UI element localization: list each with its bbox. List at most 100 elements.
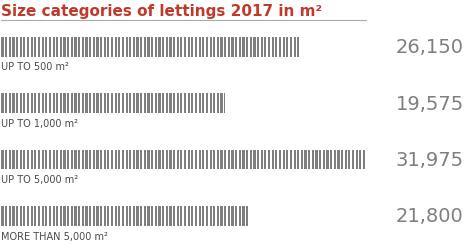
Bar <box>220 38 223 57</box>
Bar <box>246 150 248 170</box>
Bar <box>356 150 358 170</box>
Bar <box>264 38 266 57</box>
Bar <box>224 94 225 114</box>
Bar <box>162 150 164 170</box>
Bar <box>232 206 233 226</box>
Bar <box>27 206 29 226</box>
Bar <box>86 150 87 170</box>
Bar <box>111 38 113 57</box>
Bar <box>126 38 128 57</box>
Bar <box>173 38 175 57</box>
Bar <box>169 94 172 114</box>
Bar <box>261 150 263 170</box>
Bar <box>34 150 36 170</box>
Bar <box>268 150 270 170</box>
Bar <box>93 38 95 57</box>
Bar <box>155 150 157 170</box>
Bar <box>224 38 226 57</box>
Bar <box>345 150 347 170</box>
Bar <box>27 150 29 170</box>
Bar <box>217 150 219 170</box>
Bar <box>96 38 99 57</box>
Bar <box>133 150 135 170</box>
Bar <box>180 38 182 57</box>
Bar <box>199 94 201 114</box>
Text: UP TO 500 m²: UP TO 500 m² <box>1 62 69 72</box>
Bar <box>93 94 95 114</box>
Bar <box>45 38 47 57</box>
Bar <box>5 206 7 226</box>
Bar <box>114 150 117 170</box>
Bar <box>67 150 69 170</box>
Bar <box>56 38 58 57</box>
Bar <box>235 38 237 57</box>
Bar <box>133 38 135 57</box>
Bar <box>118 38 120 57</box>
Bar <box>232 38 233 57</box>
Text: 31,975: 31,975 <box>396 150 464 169</box>
Bar <box>213 150 215 170</box>
Bar <box>41 94 44 114</box>
Bar <box>111 150 113 170</box>
Bar <box>71 206 73 226</box>
Bar <box>308 150 310 170</box>
Bar <box>34 38 36 57</box>
Text: 19,575: 19,575 <box>396 94 464 113</box>
Bar <box>272 150 274 170</box>
Bar <box>242 206 245 226</box>
Bar <box>23 38 26 57</box>
Bar <box>337 150 339 170</box>
Bar <box>122 94 124 114</box>
Bar <box>166 94 168 114</box>
Bar <box>250 38 252 57</box>
Bar <box>27 38 29 57</box>
Bar <box>38 38 40 57</box>
Bar <box>363 150 365 170</box>
Bar <box>53 150 55 170</box>
Bar <box>242 150 245 170</box>
Bar <box>144 94 146 114</box>
Bar <box>114 94 117 114</box>
Bar <box>217 94 219 114</box>
Bar <box>195 150 197 170</box>
Bar <box>184 38 186 57</box>
Bar <box>140 206 142 226</box>
Bar <box>140 94 142 114</box>
Bar <box>5 38 7 57</box>
Bar <box>166 38 168 57</box>
Bar <box>133 94 135 114</box>
Bar <box>41 150 44 170</box>
Bar <box>348 150 351 170</box>
Bar <box>100 94 102 114</box>
Bar <box>210 206 212 226</box>
Bar <box>60 150 62 170</box>
Bar <box>169 206 172 226</box>
Bar <box>89 94 91 114</box>
Bar <box>159 38 160 57</box>
Bar <box>162 38 164 57</box>
Bar <box>78 150 80 170</box>
Bar <box>144 206 146 226</box>
Bar <box>323 150 325 170</box>
Bar <box>206 150 208 170</box>
Bar <box>202 94 205 114</box>
Bar <box>147 94 150 114</box>
Bar <box>173 94 175 114</box>
Bar <box>1 150 4 170</box>
Bar <box>41 206 44 226</box>
Bar <box>202 38 205 57</box>
Bar <box>133 206 135 226</box>
Bar <box>89 206 91 226</box>
Bar <box>45 94 47 114</box>
Bar <box>137 150 139 170</box>
Bar <box>341 150 343 170</box>
Bar <box>220 150 223 170</box>
Bar <box>293 38 296 57</box>
Bar <box>151 150 153 170</box>
Bar <box>122 38 124 57</box>
Bar <box>210 94 212 114</box>
Bar <box>53 38 55 57</box>
Bar <box>173 206 175 226</box>
Bar <box>93 206 95 226</box>
Bar <box>250 150 252 170</box>
